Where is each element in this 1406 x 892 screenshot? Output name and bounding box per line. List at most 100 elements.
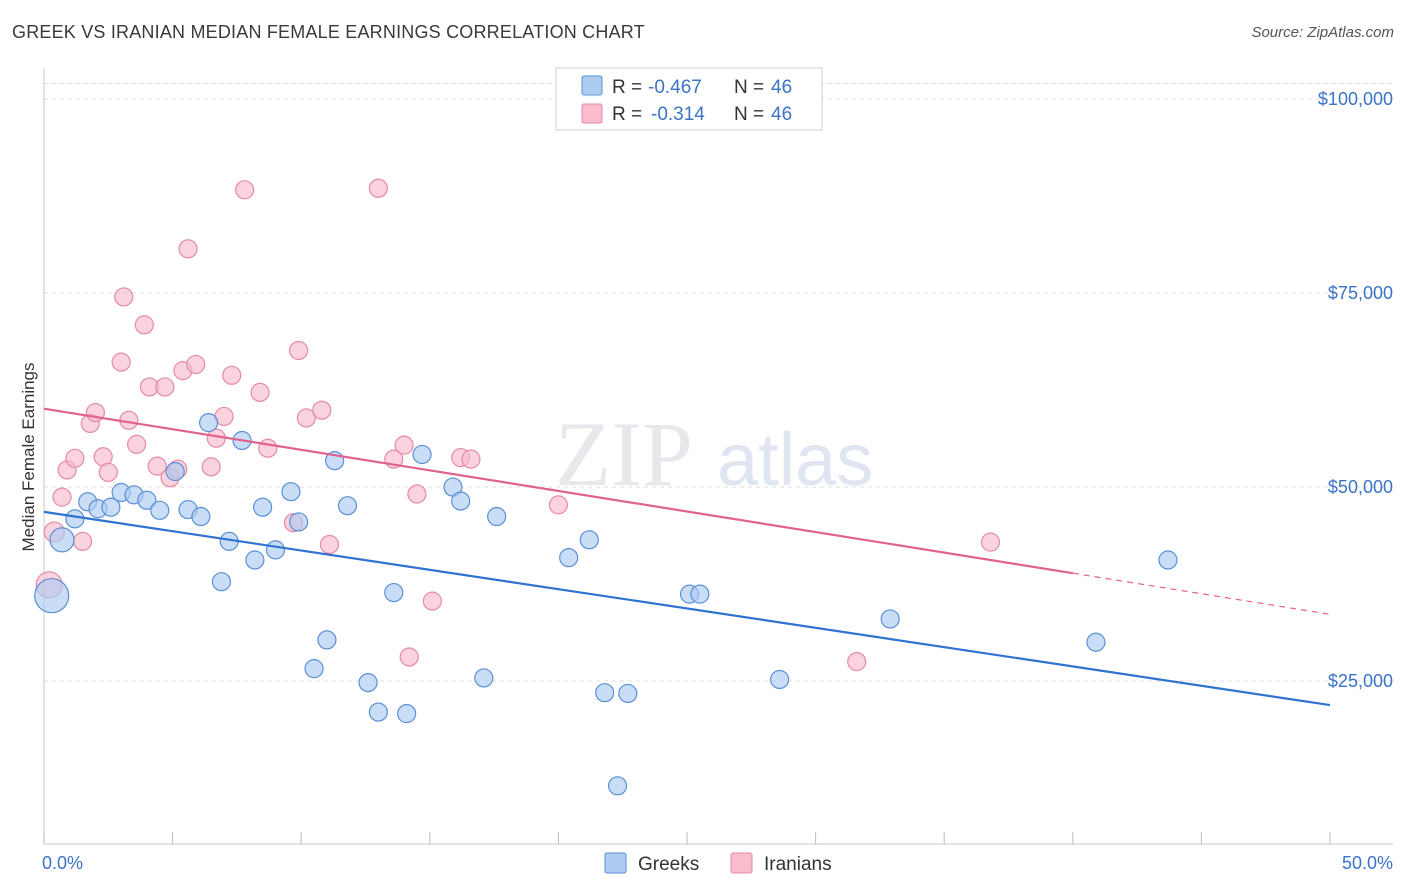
greeks-point (607, 776, 628, 796)
greeks-point (165, 461, 185, 482)
iranians-point (72, 531, 93, 551)
legend-r-label-iranians: R = (612, 104, 642, 125)
iranians-point (847, 652, 867, 672)
y-tick-label: $75,000 (1328, 283, 1393, 303)
iranians-point (289, 340, 309, 361)
x-tick-label-min: 0.0% (42, 853, 83, 873)
iranians-trend-line (43, 407, 1073, 575)
greeks-point (253, 497, 273, 517)
series-legend-label-greeks: Greeks (638, 854, 699, 875)
y-tick-labels: $25,000 $50,000 $75,000 $100,000 (1318, 89, 1393, 691)
legend-r-value-greeks: -0.467 (648, 77, 702, 98)
iranians-point (461, 449, 481, 469)
iranians-point (296, 408, 316, 428)
iranians-point (980, 532, 1001, 552)
iranians-point (114, 287, 134, 307)
greeks-point (579, 530, 599, 550)
gridlines (44, 83, 1393, 682)
greeks-point (101, 497, 121, 517)
greeks-point (191, 506, 211, 527)
x-tick-label-max: 50.0% (1342, 853, 1393, 873)
series-legend-swatch-iranians (730, 852, 753, 874)
iranians-point (186, 354, 206, 375)
chart-title: GREEK VS IRANIAN MEDIAN FEMALE EARNINGS … (12, 22, 645, 42)
source-label: Source: ZipAtlas.com (1251, 24, 1394, 41)
greeks-point (1158, 550, 1178, 570)
iranians-point (548, 495, 569, 515)
series-legend-swatch-greeks (604, 852, 627, 874)
greeks-point (137, 490, 157, 510)
iranians-point (147, 456, 167, 476)
iranians-point (399, 647, 419, 667)
iranians-point (65, 448, 85, 468)
greeks-point (1086, 632, 1106, 652)
watermark-atlas: atlas (717, 418, 873, 501)
iranians-point (111, 352, 131, 372)
greeks-point (65, 509, 85, 529)
series-legend: Greeks Iranians (604, 852, 832, 875)
iranians-point (201, 457, 221, 477)
x-ticks (43, 832, 1331, 844)
legend-swatch-iranians (581, 103, 603, 124)
greeks-point (358, 672, 378, 693)
greeks-point (281, 482, 301, 502)
watermark-zip: ZIP (555, 403, 693, 505)
trend-lines (43, 407, 1331, 707)
greeks-point (265, 540, 286, 560)
legend-n-label-greeks: N = (734, 77, 764, 98)
axes (43, 68, 1393, 845)
iranians-point (222, 365, 242, 385)
iranians-point (235, 180, 255, 200)
iranians-point (394, 435, 414, 455)
greeks-point (317, 630, 337, 650)
greeks-point (559, 548, 579, 568)
correlation-legend: R = -0.467 N = 46 R = -0.314 N = 46 (555, 67, 823, 131)
legend-r-value-iranians: -0.314 (651, 104, 705, 125)
watermark: ZIP atlas (555, 403, 873, 505)
iranians-point (258, 438, 278, 458)
greeks-point (337, 496, 358, 516)
legend-n-value-greeks: 46 (771, 77, 792, 98)
iranians-point (312, 400, 332, 420)
iranians-point (319, 534, 340, 555)
greeks-points (34, 413, 1178, 796)
iranians-point (178, 239, 198, 259)
greeks-point (304, 659, 324, 679)
greeks-point (595, 683, 615, 703)
greeks-point (451, 491, 471, 511)
legend-n-value-iranians: 46 (771, 104, 792, 125)
greeks-point (368, 702, 388, 722)
greeks-point (487, 506, 507, 527)
greeks-trend-line (43, 510, 1331, 707)
greeks-point (289, 512, 309, 532)
greeks-point (49, 527, 75, 553)
greeks-point (618, 683, 638, 704)
greeks-point (34, 578, 70, 614)
iranians-point (368, 178, 388, 198)
iranians-point (52, 487, 72, 507)
iranians-point (407, 484, 427, 504)
greeks-point (199, 413, 219, 433)
legend-swatch-greeks (581, 75, 603, 96)
greeks-point (211, 572, 232, 592)
iranians-point (422, 591, 442, 611)
greeks-point (150, 500, 170, 520)
greeks-point (690, 584, 710, 604)
series-legend-label-iranians: Iranians (764, 854, 832, 875)
greeks-point (474, 668, 494, 688)
iranians-point (126, 434, 147, 454)
legend-n-label-iranians: N = (734, 104, 764, 125)
y-tick-label: $25,000 (1328, 671, 1393, 691)
greeks-point (412, 444, 432, 465)
legend-r-label-greeks: R = (612, 77, 642, 98)
greeks-point (384, 582, 404, 603)
iranians-point (98, 462, 118, 482)
greeks-point (769, 669, 790, 690)
iranians-point (155, 377, 175, 397)
iranians-point (250, 382, 270, 402)
y-axis-title: Median Female Earnings (19, 363, 38, 552)
y-tick-label: $50,000 (1328, 477, 1393, 497)
greeks-point (245, 550, 265, 570)
iranians-point (134, 315, 154, 335)
